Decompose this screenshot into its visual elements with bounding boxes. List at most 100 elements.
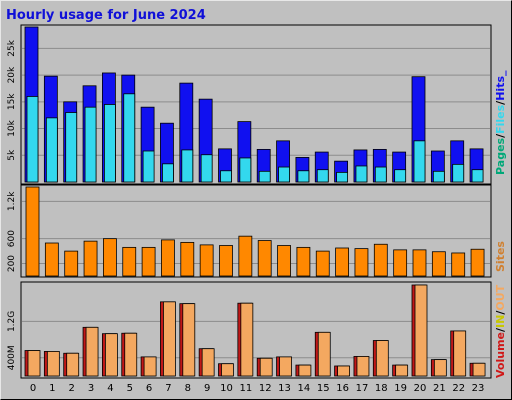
bar-files <box>336 171 349 183</box>
bar-sites <box>354 248 369 277</box>
bar-sites <box>199 244 214 277</box>
y-tick-label: 1.2k <box>7 191 17 211</box>
bar-sites <box>44 242 59 277</box>
bar-files <box>200 154 213 183</box>
bar-sites <box>393 249 408 277</box>
bar-files <box>162 163 174 183</box>
x-tick-label: 11 <box>239 383 252 394</box>
bar-files <box>239 157 252 183</box>
bar-kbytes-out <box>27 350 41 377</box>
legend-out: OUT <box>494 284 507 310</box>
y-tick-label: 10k <box>7 119 17 136</box>
x-tick-label: 1 <box>49 383 55 394</box>
bar-sites <box>141 246 156 277</box>
x-tick-label: 15 <box>317 383 330 394</box>
bar-files <box>413 140 426 183</box>
legend-in: IN <box>494 315 507 328</box>
y-tick-label: 5k <box>7 149 17 161</box>
y-tick-label: 1.2G <box>7 311 17 332</box>
bar-files <box>65 112 78 183</box>
bar-kbytes-out <box>143 356 157 377</box>
bar-kbytes-out <box>66 352 80 377</box>
x-tick-label: 17 <box>356 383 369 394</box>
bar-kbytes-out <box>395 364 409 377</box>
bar-sites <box>470 248 485 277</box>
y-tick-label: 15k <box>7 93 17 110</box>
bar-sites <box>180 241 195 277</box>
legend-sites: Sites <box>494 241 507 272</box>
bar-sites <box>296 246 311 277</box>
bar-kbytes-out <box>46 351 60 377</box>
legend-files: Files <box>494 104 507 134</box>
bar-files <box>258 170 271 183</box>
bar-files <box>220 170 232 183</box>
bar-kbytes-out <box>317 331 331 377</box>
bar-kbytes-out <box>163 301 176 377</box>
bar-sites <box>83 240 98 277</box>
x-tick-label: 9 <box>204 383 210 394</box>
x-tick-label: 21 <box>433 383 446 394</box>
x-tick-label: 19 <box>394 383 407 394</box>
x-tick-label: 12 <box>259 383 272 394</box>
x-tick-label: 0 <box>30 383 36 394</box>
y-tick-label: 400M <box>7 345 17 370</box>
x-tick-label: 7 <box>165 383 171 394</box>
x-tick-labels: 0 1 2 3 4 5 6 7 8 9 10 11 12 13 14 15 16 17 18 19 20 21 22 23 <box>30 383 485 394</box>
bar-kbytes-out <box>221 363 234 377</box>
legend-suffix: _ <box>494 70 507 76</box>
bar-sites <box>431 251 446 277</box>
bar-sites <box>451 252 466 277</box>
bar-sites <box>161 239 175 277</box>
x-tick-label: 16 <box>336 383 349 394</box>
bar-files <box>316 169 329 183</box>
x-tick-label: 6 <box>146 383 152 394</box>
bar-sites <box>315 250 330 277</box>
x-tick-label: 13 <box>278 383 291 394</box>
bar-sites <box>122 246 137 277</box>
legend-pages: Pages <box>494 137 507 175</box>
y-tick-labels: 5k 10k 15k 20k 25k 200 600 1.2k 400M 1.2G <box>7 39 17 370</box>
bar-sites <box>373 243 388 277</box>
legend-volume: Volume <box>494 332 507 378</box>
x-tick-label: 3 <box>88 383 94 394</box>
bar-kbytes-out <box>279 356 292 377</box>
bar-kbytes-out <box>182 303 196 377</box>
chart-title: Hourly usage for June 2024 <box>6 8 206 23</box>
bar-sites <box>335 247 350 277</box>
x-tick-label: 18 <box>375 383 388 394</box>
y-tick-label: 20k <box>7 66 17 83</box>
bar-files <box>297 170 310 183</box>
bar-kbytes-out <box>240 302 254 377</box>
bar-sites <box>219 245 233 277</box>
bar-kbytes-out <box>85 326 99 377</box>
y-tick-label: 200 <box>7 255 17 272</box>
bar-kbytes-out <box>298 364 312 377</box>
bar-kbytes-out <box>453 330 467 377</box>
x-tick-label: 2 <box>69 383 75 394</box>
bar-sites <box>412 249 427 277</box>
legend-middle: Sites <box>494 241 507 272</box>
bar-kbytes-out <box>375 340 389 377</box>
x-tick-label: 8 <box>185 383 191 394</box>
bar-kbytes-out <box>105 333 118 377</box>
x-tick-label: 20 <box>414 383 427 394</box>
bar-files <box>394 169 407 183</box>
bar-files <box>84 106 97 183</box>
x-tick-label: 22 <box>452 383 465 394</box>
bar-sites <box>25 186 40 277</box>
bar-kbytes-out <box>124 332 138 377</box>
bar-files <box>278 166 290 183</box>
bar-kbytes-out <box>414 284 428 377</box>
y-tick-label: 600 <box>7 230 17 247</box>
bar-files <box>452 163 465 183</box>
bar-files <box>355 165 368 183</box>
bar-kbytes-out <box>356 356 370 377</box>
x-tick-label: 23 <box>472 383 485 394</box>
bar-kbytes-out <box>433 359 447 377</box>
bar-files <box>374 166 387 183</box>
legend-hits: Hits <box>494 76 507 101</box>
bar-sites <box>257 240 272 277</box>
bar-files <box>104 104 116 183</box>
bar-files <box>471 169 484 183</box>
